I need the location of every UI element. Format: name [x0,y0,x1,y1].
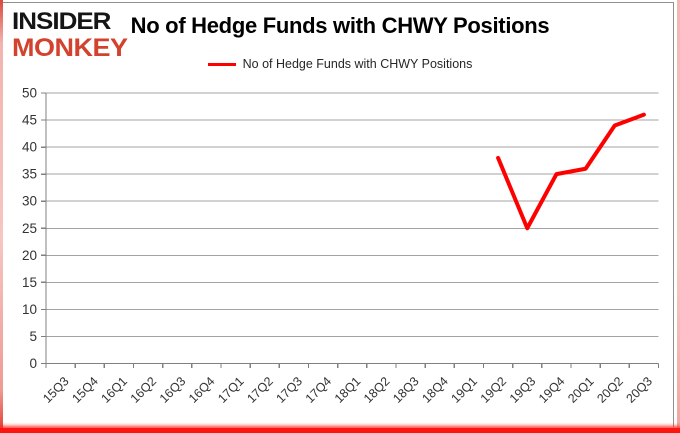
svg-text:20: 20 [22,248,37,263]
svg-text:18Q1: 18Q1 [332,374,364,406]
svg-text:50: 50 [22,86,37,101]
svg-text:20Q2: 20Q2 [594,374,626,406]
svg-text:20Q1: 20Q1 [565,374,597,406]
svg-text:15Q3: 15Q3 [40,374,72,406]
page-right-glow-border [677,0,680,433]
svg-text:15Q4: 15Q4 [69,374,101,406]
svg-text:18Q4: 18Q4 [419,374,451,406]
svg-text:45: 45 [22,113,37,128]
chart-title: No of Hedge Funds with CHWY Positions [130,13,550,38]
svg-text:30: 30 [22,194,37,209]
logo-text-monkey: MONKEY [12,34,128,62]
svg-text:19Q2: 19Q2 [478,374,510,406]
legend-label: No of Hedge Funds with CHWY Positions [242,57,473,71]
svg-text:18Q2: 18Q2 [361,374,393,406]
svg-text:18Q3: 18Q3 [390,374,422,406]
svg-text:40: 40 [22,140,37,155]
svg-text:19Q4: 19Q4 [536,374,568,406]
svg-text:5: 5 [29,329,37,344]
svg-text:19Q3: 19Q3 [507,374,539,406]
svg-text:17Q1: 17Q1 [215,374,247,406]
legend-line-swatch [207,62,236,66]
svg-text:16Q4: 16Q4 [186,374,218,406]
svg-text:17Q3: 17Q3 [274,374,306,406]
chart-frame-top-border [2,2,674,3]
page-left-glow-border [0,0,3,433]
svg-text:20Q3: 20Q3 [624,374,656,406]
chart-legend: No of Hedge Funds with CHWY Positions [0,57,680,71]
logo-text-insider: INSIDER [12,7,111,35]
insider-monkey-logo: INSIDER MONKEY [12,9,128,63]
svg-text:16Q3: 16Q3 [157,374,189,406]
svg-text:16Q1: 16Q1 [99,374,131,406]
svg-text:0: 0 [29,356,37,371]
svg-text:17Q4: 17Q4 [303,374,335,406]
chart-frame-right-border [673,2,674,427]
svg-text:16Q2: 16Q2 [128,374,160,406]
svg-text:17Q2: 17Q2 [244,374,276,406]
svg-text:19Q1: 19Q1 [449,374,481,406]
svg-text:25: 25 [22,221,37,236]
svg-text:15: 15 [22,275,37,290]
svg-text:35: 35 [22,167,37,182]
page-bottom-glow-border [0,428,680,433]
svg-text:10: 10 [22,302,37,317]
